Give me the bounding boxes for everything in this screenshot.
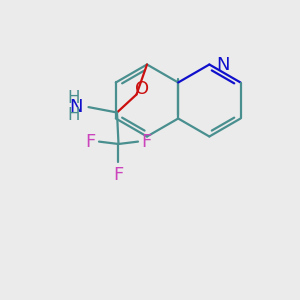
Text: O: O xyxy=(135,80,150,98)
Text: F: F xyxy=(86,133,96,151)
Text: N: N xyxy=(216,56,230,74)
Text: H: H xyxy=(67,106,80,124)
Text: F: F xyxy=(141,133,151,151)
Text: N: N xyxy=(70,98,83,116)
Text: H: H xyxy=(67,89,80,107)
Text: F: F xyxy=(113,166,124,184)
